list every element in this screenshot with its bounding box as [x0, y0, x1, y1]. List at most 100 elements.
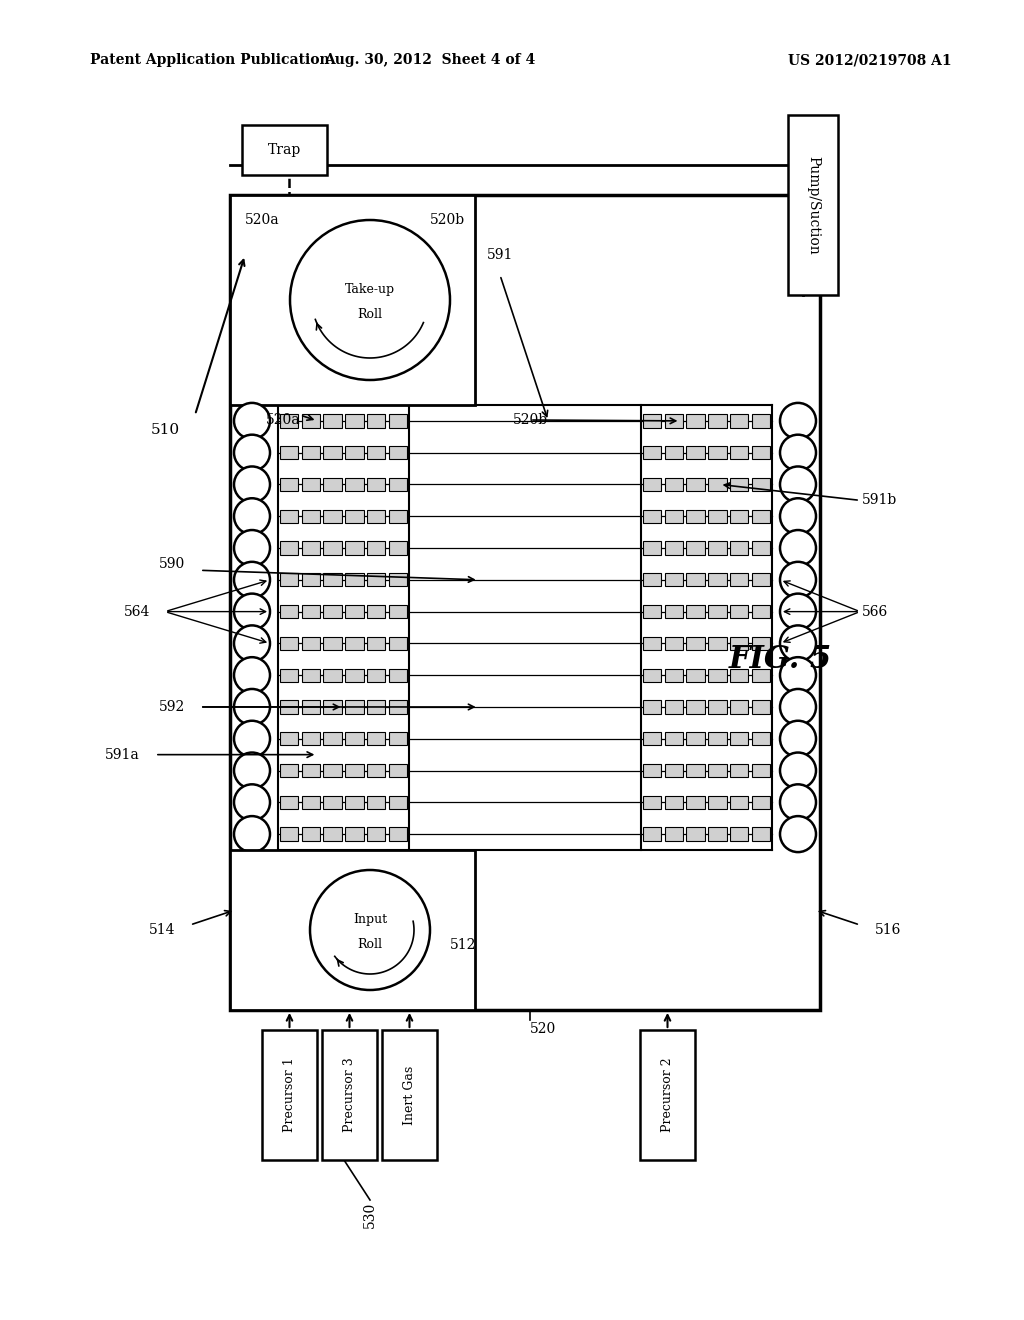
Circle shape	[234, 434, 270, 471]
Bar	[665, 796, 683, 809]
Bar	[730, 701, 749, 714]
Circle shape	[234, 466, 270, 503]
Bar	[730, 668, 749, 682]
Text: Precursor 3: Precursor 3	[343, 1057, 356, 1133]
Bar	[389, 541, 408, 554]
Bar	[389, 733, 408, 746]
Bar	[665, 701, 683, 714]
Bar	[730, 733, 749, 746]
Bar	[301, 796, 319, 809]
Bar	[686, 701, 705, 714]
Bar	[752, 446, 770, 459]
Bar	[324, 478, 342, 491]
Bar	[752, 701, 770, 714]
Bar	[262, 1030, 317, 1160]
Bar	[643, 510, 662, 523]
Bar	[389, 510, 408, 523]
Bar	[643, 478, 662, 491]
Bar	[709, 733, 727, 746]
Bar	[280, 446, 298, 459]
Bar	[242, 125, 327, 176]
Bar	[730, 446, 749, 459]
Bar	[709, 541, 727, 554]
Bar	[301, 478, 319, 491]
Bar	[686, 510, 705, 523]
Circle shape	[234, 752, 270, 788]
Bar	[686, 414, 705, 428]
Circle shape	[234, 721, 270, 756]
Bar	[709, 510, 727, 523]
Text: 592: 592	[159, 700, 185, 714]
Bar	[686, 733, 705, 746]
Text: Patent Application Publication: Patent Application Publication	[90, 53, 330, 67]
Bar	[301, 573, 319, 586]
Bar	[686, 764, 705, 777]
Circle shape	[780, 562, 816, 598]
Bar	[686, 828, 705, 841]
Circle shape	[780, 434, 816, 471]
Circle shape	[780, 689, 816, 725]
Circle shape	[780, 531, 816, 566]
Bar	[324, 414, 342, 428]
Bar	[752, 510, 770, 523]
Bar	[730, 828, 749, 841]
Text: FIG. 5: FIG. 5	[728, 644, 831, 676]
Bar	[665, 510, 683, 523]
Bar	[752, 414, 770, 428]
Bar	[367, 701, 385, 714]
Bar	[643, 828, 662, 841]
Bar	[389, 414, 408, 428]
Bar	[788, 115, 838, 294]
Bar	[709, 446, 727, 459]
Bar	[643, 733, 662, 746]
Bar	[665, 541, 683, 554]
Bar	[643, 573, 662, 586]
Bar	[389, 701, 408, 714]
Text: Pump/Suction: Pump/Suction	[806, 156, 820, 255]
Circle shape	[780, 498, 816, 535]
Text: 510: 510	[151, 422, 179, 437]
Text: Roll: Roll	[357, 308, 383, 321]
Text: 566: 566	[862, 605, 888, 619]
Bar	[686, 668, 705, 682]
Bar	[389, 764, 408, 777]
Bar	[730, 541, 749, 554]
Bar	[280, 701, 298, 714]
Bar	[643, 668, 662, 682]
Bar	[367, 828, 385, 841]
Bar	[709, 701, 727, 714]
Text: Precursor 2: Precursor 2	[662, 1057, 674, 1133]
Bar	[280, 796, 298, 809]
Text: 590: 590	[159, 557, 185, 572]
Text: US 2012/0219708 A1: US 2012/0219708 A1	[788, 53, 952, 67]
Text: 514: 514	[148, 923, 175, 937]
Bar	[643, 796, 662, 809]
Circle shape	[234, 562, 270, 598]
Circle shape	[780, 784, 816, 820]
Bar	[686, 796, 705, 809]
Bar	[665, 605, 683, 618]
Bar	[280, 636, 298, 649]
Bar	[643, 541, 662, 554]
Bar	[324, 733, 342, 746]
Bar	[324, 828, 342, 841]
Bar	[752, 478, 770, 491]
Bar	[345, 796, 364, 809]
Bar	[280, 414, 298, 428]
Text: 530: 530	[362, 1203, 377, 1228]
Bar	[752, 668, 770, 682]
Bar	[324, 636, 342, 649]
Bar	[752, 605, 770, 618]
Bar	[301, 446, 319, 459]
Bar	[709, 796, 727, 809]
Circle shape	[234, 689, 270, 725]
Bar	[301, 764, 319, 777]
Circle shape	[780, 816, 816, 853]
Bar	[345, 828, 364, 841]
Bar	[389, 446, 408, 459]
Bar	[324, 605, 342, 618]
Circle shape	[290, 220, 450, 380]
Bar	[665, 414, 683, 428]
Bar	[643, 605, 662, 618]
Bar	[389, 668, 408, 682]
